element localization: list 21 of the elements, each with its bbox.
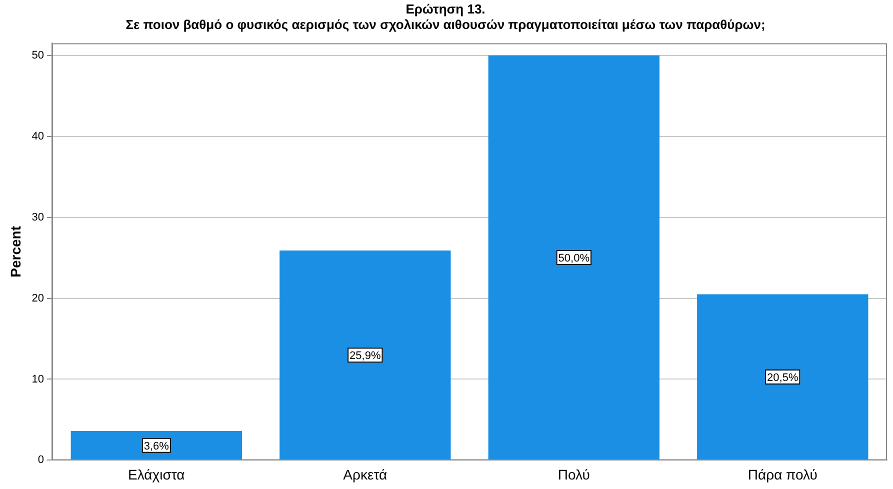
y-tick-label: 40 [32, 130, 44, 142]
bar [280, 250, 451, 460]
x-tick-label: Αρκετά [343, 466, 388, 482]
x-tick-label: Πολύ [558, 466, 590, 482]
data-label: 3,6% [144, 440, 170, 452]
chart-subtitle: Σε ποιον βαθμό ο φυσικός αερισμός των σχολικών αιθουσών πραγματοποιείται μέσω των παραθύρων; [126, 16, 766, 32]
bar [70, 431, 242, 460]
data-label: 25,9% [350, 350, 381, 362]
y-tick-label: 0 [38, 454, 44, 466]
data-label: 50,0% [558, 252, 590, 265]
bar [697, 294, 868, 460]
y-axis-title: Percent [7, 226, 24, 278]
y-tick-label: 10 [32, 373, 44, 386]
chart-title: Ερώτηση 13. [406, 1, 486, 16]
bar [488, 55, 660, 460]
y-tick-label: 30 [32, 211, 44, 224]
x-tick-label: Ελάχιστα [128, 466, 185, 482]
y-tick-label: 20 [32, 292, 44, 304]
x-tick-label: Πάρα πολύ [748, 466, 818, 482]
data-label: 20,5% [767, 372, 798, 384]
y-tick-label: 50 [32, 49, 44, 62]
